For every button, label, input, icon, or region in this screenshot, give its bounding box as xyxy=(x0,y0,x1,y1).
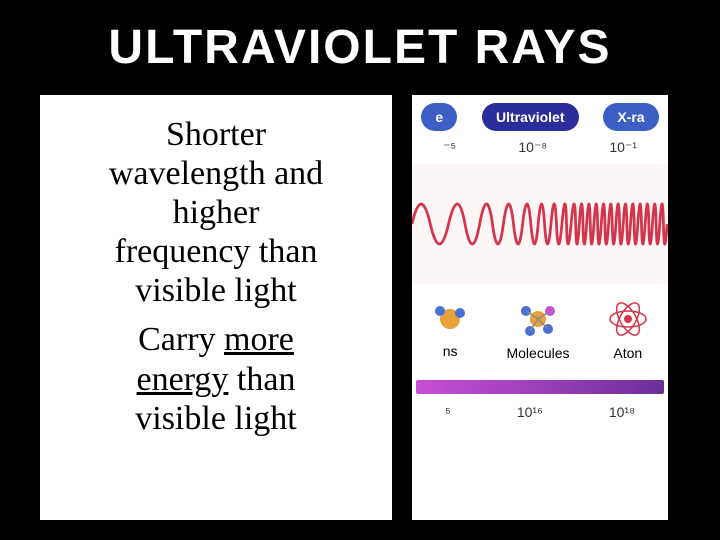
freq-tick-1: 10¹⁶ xyxy=(517,404,543,420)
b1-line1: Shorter xyxy=(166,116,266,153)
pill-ultraviolet: Ultraviolet xyxy=(482,103,578,131)
freq-tick-2: 10¹⁸ xyxy=(609,404,635,420)
icon-cell-2: Aton xyxy=(606,297,650,361)
b2-suffix2: visible light xyxy=(135,400,297,437)
band-pill-row: e Ultraviolet X-ra xyxy=(412,95,668,135)
slide-title: ULTRAVIOLET RAYS xyxy=(40,20,680,75)
spectrum-diagram: e Ultraviolet X-ra ⁻⁵ 10⁻⁸ 10⁻¹ xyxy=(412,95,668,520)
b2-prefix: Carry xyxy=(138,321,224,358)
b2-suffix1: than xyxy=(228,361,295,398)
icon-cell-1: Molecules xyxy=(506,297,569,361)
wl-tick-2: 10⁻¹ xyxy=(609,139,637,156)
bullet-2: Carry more energy than visible light xyxy=(55,320,377,437)
b1-line2: wavelength and xyxy=(109,155,323,192)
frequency-bar xyxy=(416,380,664,394)
icon-cell-0: ns xyxy=(430,299,470,359)
icon-label-0: ns xyxy=(443,343,458,359)
icon-label-1: Molecules xyxy=(506,345,569,361)
b1-line4: frequency than xyxy=(115,233,318,270)
molecule-icon xyxy=(516,297,560,341)
wave-path xyxy=(412,204,667,244)
b1-line5: visible light xyxy=(135,272,297,309)
frequency-scale: ⁵ 10¹⁶ 10¹⁸ xyxy=(412,400,668,424)
freq-tick-0: ⁵ xyxy=(445,404,451,420)
wl-tick-0: ⁻⁵ xyxy=(443,139,456,156)
size-icon-row: ns Molecules xyxy=(412,284,668,374)
text-panel: Shorter wavelength and higher frequency … xyxy=(40,95,392,520)
b2-u2: energy xyxy=(137,361,229,398)
atom-icon xyxy=(606,297,650,341)
wavelength-scale: ⁻⁵ 10⁻⁸ 10⁻¹ xyxy=(412,135,668,164)
icon-label-2: Aton xyxy=(613,345,642,361)
pill-right: X-ra xyxy=(603,103,658,131)
wl-tick-1: 10⁻⁸ xyxy=(518,139,547,156)
content-row: Shorter wavelength and higher frequency … xyxy=(40,95,680,520)
wave-svg xyxy=(412,164,668,284)
b1-line3: higher xyxy=(173,194,260,231)
bullet-1: Shorter wavelength and higher frequency … xyxy=(55,115,377,310)
pill-left: e xyxy=(421,103,457,131)
wave-plot xyxy=(412,164,668,284)
slide-container: ULTRAVIOLET RAYS Shorter wavelength and … xyxy=(0,0,720,540)
molecule-large-icon xyxy=(430,299,470,339)
b2-u1: more xyxy=(224,321,294,358)
